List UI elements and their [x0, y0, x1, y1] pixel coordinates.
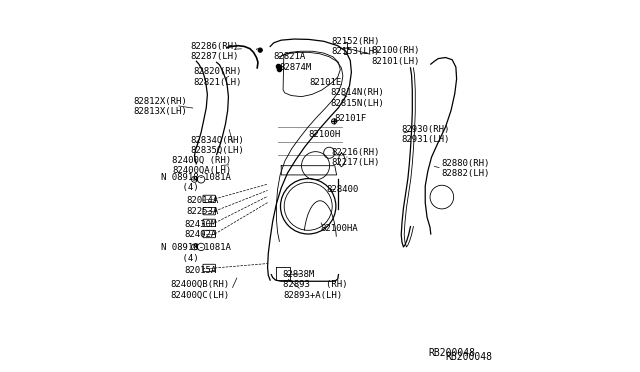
Text: 82880(RH)
82882(LH): 82880(RH) 82882(LH) [442, 158, 490, 178]
Text: 82838M: 82838M [282, 270, 315, 279]
Text: 82814N(RH)
82815N(LH): 82814N(RH) 82815N(LH) [330, 89, 384, 108]
FancyBboxPatch shape [203, 195, 216, 203]
Text: 82101E: 82101E [309, 78, 341, 87]
Text: 82812X(RH)
82813X(LH): 82812X(RH) 82813X(LH) [134, 97, 188, 116]
Text: 82400QB(RH)
82400QC(LH): 82400QB(RH) 82400QC(LH) [170, 280, 230, 300]
Text: 82100(RH)
82101(LH): 82100(RH) 82101(LH) [372, 46, 420, 66]
Text: N 08918-1081A
    (4): N 08918-1081A (4) [161, 173, 231, 192]
Text: N: N [192, 177, 196, 182]
Text: 82152(RH)
82153(LH): 82152(RH) 82153(LH) [331, 37, 380, 56]
FancyBboxPatch shape [203, 230, 216, 238]
Text: 82930(RH)
82931(LH): 82930(RH) 82931(LH) [401, 125, 450, 144]
Text: RB200048: RB200048 [446, 352, 493, 362]
Text: 82402A: 82402A [184, 230, 217, 239]
FancyBboxPatch shape [203, 219, 216, 227]
Text: 828400: 828400 [326, 185, 359, 194]
Text: 82286(RH)
82287(LH): 82286(RH) 82287(LH) [191, 42, 239, 61]
Text: 82100H: 82100H [308, 130, 340, 139]
Text: 82216(RH)
82217(LH): 82216(RH) 82217(LH) [331, 148, 380, 167]
FancyBboxPatch shape [203, 264, 216, 272]
Text: 82821A: 82821A [274, 52, 306, 61]
Text: 82874M: 82874M [280, 63, 312, 72]
Text: 82834Q(RH)
82835Q(LH): 82834Q(RH) 82835Q(LH) [191, 136, 244, 155]
Text: N 08918-1081A
    (4): N 08918-1081A (4) [161, 244, 231, 263]
Circle shape [258, 48, 262, 52]
Text: 82101F: 82101F [334, 114, 366, 123]
FancyBboxPatch shape [203, 208, 216, 215]
Text: 82014A: 82014A [186, 196, 219, 205]
Text: 82400Q (RH)
82400QA(LH): 82400Q (RH) 82400QA(LH) [172, 156, 232, 175]
Text: RB200048: RB200048 [428, 348, 475, 358]
Text: 82430M: 82430M [184, 220, 217, 229]
Text: 82893   (RH)
82893+A(LH): 82893 (RH) 82893+A(LH) [283, 280, 348, 300]
Text: 82820(RH)
82821(LH): 82820(RH) 82821(LH) [193, 67, 241, 87]
Text: 82253A: 82253A [186, 207, 219, 217]
Text: 82015A: 82015A [184, 266, 217, 275]
Text: N: N [192, 244, 196, 249]
Text: 82100HA: 82100HA [320, 224, 358, 233]
